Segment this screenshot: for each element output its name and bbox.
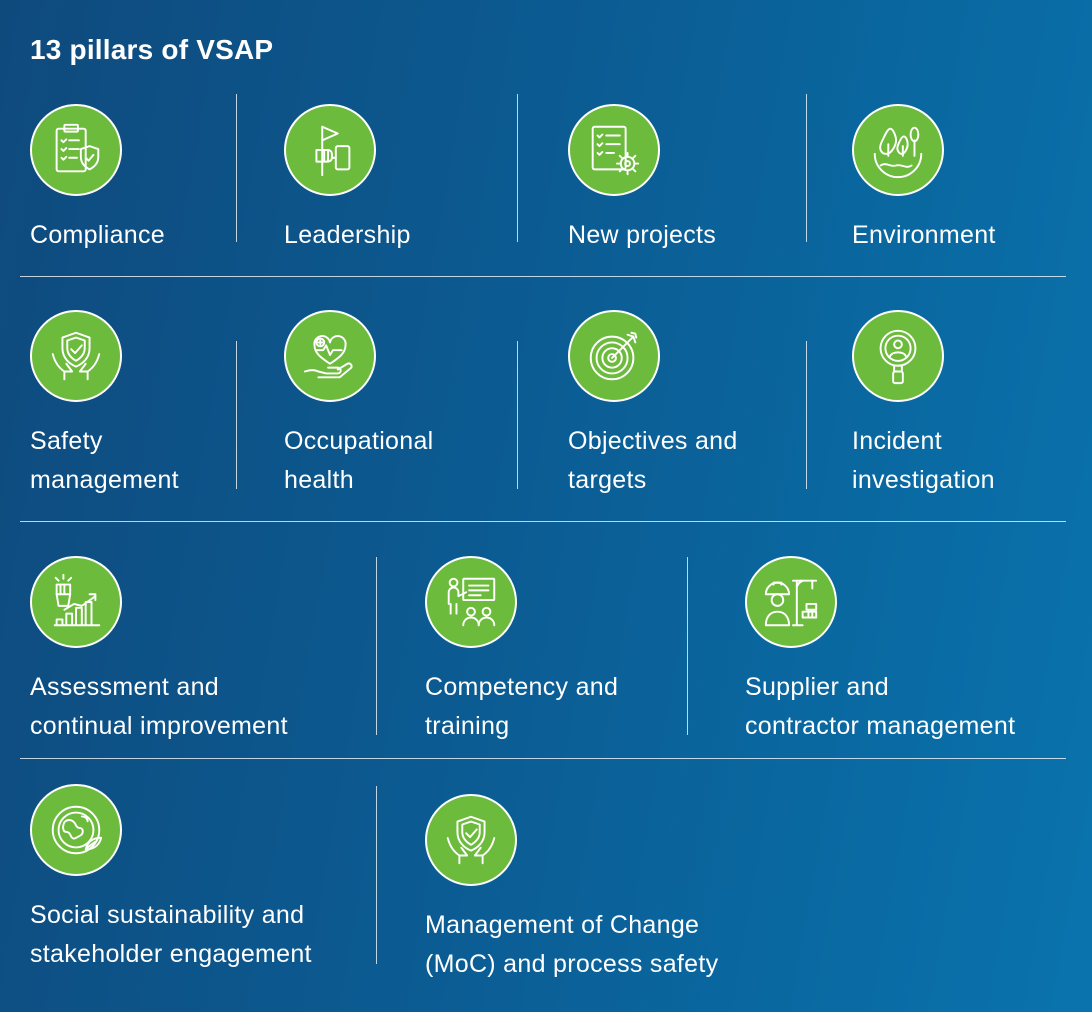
pillar-label: New projects: [568, 221, 717, 249]
column-divider: [517, 341, 518, 489]
pillar-leadership: Leadership: [284, 104, 410, 249]
pillar-label: Competency and training: [425, 673, 619, 740]
row-divider: [20, 521, 1066, 522]
pillar-competency-training: Competency and training: [425, 556, 618, 740]
pillar-management-of-change: Management of Change (MoC) and process s…: [425, 794, 718, 978]
pillar-safety-management: Safety management: [30, 310, 179, 494]
column-divider: [236, 341, 237, 489]
assessment-fist-growth-chart-icon: [30, 556, 122, 648]
pillar-environment: Environment: [852, 104, 995, 249]
pillar-supplier-contractor: Supplier and contractor management: [745, 556, 1015, 740]
column-divider: [806, 94, 807, 242]
column-divider: [236, 94, 237, 242]
social-sustainability-globe-leaf-icon: [30, 784, 122, 876]
pillar-label: Assessment and continual improvement: [30, 673, 288, 740]
pillar-label: Compliance: [30, 221, 166, 249]
occupational-health-heart-hand-icon: [284, 310, 376, 402]
row-divider: [20, 758, 1066, 759]
incident-investigation-magnifier-icon: [852, 310, 944, 402]
pillar-objectives-targets: Objectives and targets: [568, 310, 737, 494]
new-projects-document-gear-icon: [568, 104, 660, 196]
pillar-occupational-health: Occupational health: [284, 310, 433, 494]
column-divider: [517, 94, 518, 242]
safety-management-shield-hands-icon: [30, 310, 122, 402]
pillar-label: Occupational health: [284, 427, 434, 494]
column-divider: [806, 341, 807, 489]
objectives-target-icon: [568, 310, 660, 402]
supplier-contractor-worker-crane-icon: [745, 556, 837, 648]
pillar-label: Leadership: [284, 221, 411, 249]
leadership-flag-hand-icon: [284, 104, 376, 196]
pillar-label: Objectives and targets: [568, 427, 738, 494]
column-divider: [376, 557, 377, 735]
pillar-new-projects: New projects: [568, 104, 716, 249]
pillar-label: Incident investigation: [852, 427, 995, 494]
management-of-change-shield-hands-icon: [425, 794, 517, 886]
pillar-label: Supplier and contractor management: [745, 673, 1016, 740]
competency-training-presentation-icon: [425, 556, 517, 648]
pillar-label: Safety management: [30, 427, 179, 494]
pillar-social-sustainability: Social sustainability and stakeholder en…: [30, 784, 311, 968]
compliance-checklist-shield-icon: [30, 104, 122, 196]
pillar-label: Management of Change (MoC) and process s…: [425, 911, 719, 978]
pillar-compliance: Compliance: [30, 104, 165, 249]
environment-trees-globe-icon: [852, 104, 944, 196]
pillar-assessment-improvement: Assessment and continual improvement: [30, 556, 288, 740]
pillar-incident-investigation: Incident investigation: [852, 310, 995, 494]
pillar-label: Environment: [852, 221, 996, 249]
column-divider: [687, 557, 688, 735]
column-divider: [376, 786, 377, 964]
page-title: 13 pillars of VSAP: [30, 34, 274, 65]
pillar-label: Social sustainability and stakeholder en…: [30, 901, 312, 968]
row-divider: [20, 276, 1066, 277]
